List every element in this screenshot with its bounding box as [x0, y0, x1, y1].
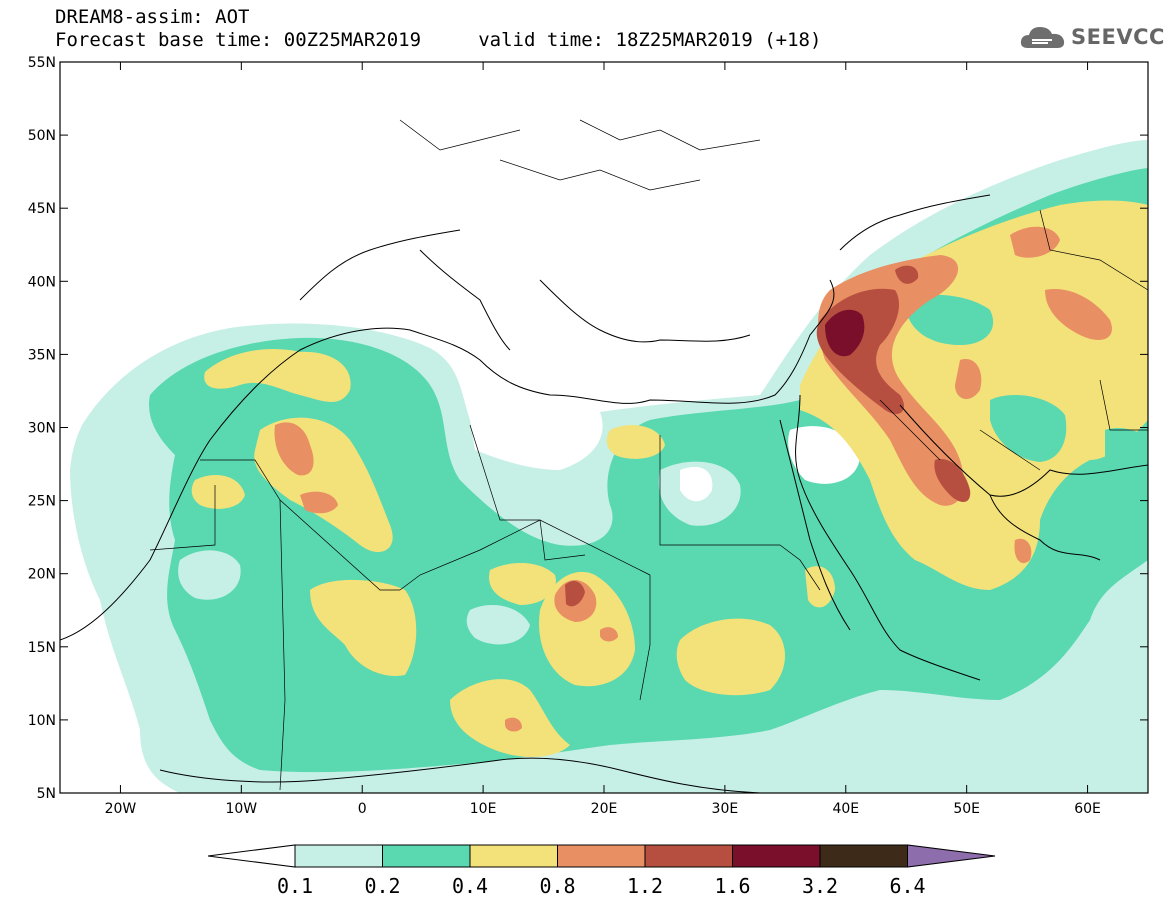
aot-level-0-2-islands	[905, 294, 1148, 502]
lat-tick-label: 30N	[28, 421, 56, 437]
lon-tick-label: 20E	[591, 801, 618, 817]
lon-tick-label: 10W	[225, 801, 257, 817]
lat-tick-label: 50N	[28, 128, 56, 144]
colorbar-label: 0.4	[451, 874, 489, 898]
colorbar-label: 0.2	[364, 874, 401, 898]
colorbar-segment	[732, 844, 821, 868]
lon-tick-label: 0	[358, 801, 367, 817]
colorbar-label: 0.1	[276, 874, 314, 898]
colorbar-segment	[819, 844, 908, 868]
lon-tick-label: 50E	[953, 801, 980, 817]
colorbar-label: 3.2	[801, 874, 839, 898]
country-borders	[149, 119, 1148, 791]
map-subtitle: Forecast base time: 00Z25MAR2019 valid t…	[55, 29, 822, 51]
colorbar-segment	[469, 844, 558, 868]
lat-tick-label: 5N	[37, 786, 56, 802]
lon-tick-label: 20W	[105, 801, 137, 817]
lon-tick-label: 40E	[832, 801, 859, 817]
logo-text: SEEVCCC	[1071, 25, 1165, 49]
colorbar-max-arrow	[907, 844, 996, 868]
lat-tick-label: 55N	[28, 55, 56, 71]
map-title: DREAM8-assim: AOT	[55, 6, 250, 28]
lat-tick-label: 10N	[28, 713, 56, 729]
colorbar-segment	[382, 844, 471, 868]
aot-shading	[70, 140, 1148, 793]
lat-tick-label: 20N	[28, 567, 56, 583]
colorbar-segment	[294, 844, 383, 868]
aot-level-1-6	[825, 309, 865, 357]
colorbar	[207, 844, 996, 868]
lon-tick-label: 10E	[470, 801, 497, 817]
lat-tick-label: 25N	[28, 494, 56, 510]
lon-tick-label: 60E	[1074, 801, 1101, 817]
lon-tick-label: 30E	[712, 801, 739, 817]
colorbar-label: 1.2	[626, 874, 664, 898]
colorbar-segment	[557, 844, 646, 868]
longitude-axis: 20W 10W 0 10E 20E 30E 40E 50E 60E	[105, 62, 1101, 817]
colorbar-min-arrow	[207, 844, 296, 868]
coastlines	[60, 194, 1148, 793]
cloud-icon	[1020, 27, 1065, 48]
colorbar-label: 6.4	[889, 874, 926, 898]
lat-tick-label: 45N	[28, 201, 56, 217]
seevccc-logo: SEEVCCC	[1018, 20, 1165, 54]
colorbar-label: 0.8	[539, 874, 576, 898]
colorbar-segment	[644, 844, 733, 868]
colorbar-label: 1.6	[714, 874, 751, 898]
latitude-axis: 5N 10N 15N 20N 25N 30N 35N 40N 45N 50N 55N	[28, 55, 1148, 802]
aot-below-threshold	[470, 403, 860, 502]
lat-tick-label: 40N	[28, 274, 56, 290]
lat-tick-label: 15N	[28, 640, 56, 656]
lat-tick-label: 35N	[28, 347, 56, 363]
